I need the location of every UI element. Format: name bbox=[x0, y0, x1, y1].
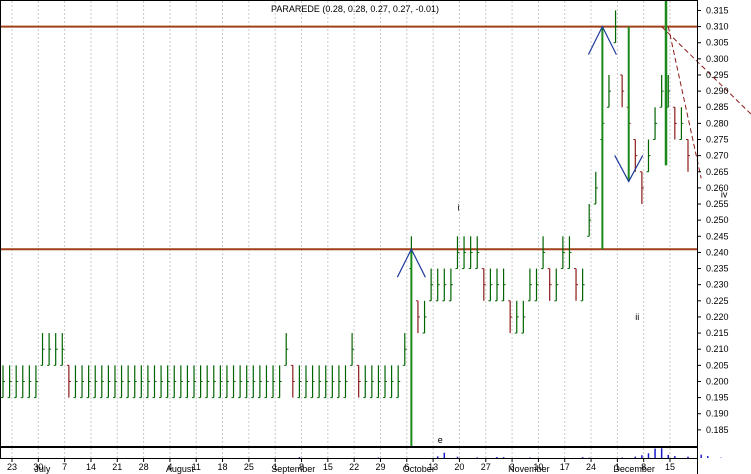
month-label: September bbox=[271, 464, 315, 474]
arrow-up-left-head bbox=[396, 247, 426, 278]
y-tick-label: 0.200 bbox=[706, 376, 729, 386]
x-tick-label: 1 bbox=[273, 462, 278, 472]
month-label: November bbox=[508, 464, 550, 474]
y-tick-label: 0.270 bbox=[706, 151, 729, 161]
x-tick-label: 13 bbox=[428, 462, 438, 472]
x-tick-label: 24 bbox=[586, 462, 596, 472]
wave-label: e bbox=[438, 435, 443, 445]
y-tick-label: 0.185 bbox=[706, 425, 729, 435]
y-tick-label: 0.195 bbox=[706, 393, 729, 403]
chart-title: PARAREDE (0.28, 0.28, 0.27, 0.27, -0.01) bbox=[271, 4, 439, 14]
y-tick-label: 0.275 bbox=[706, 135, 729, 145]
y-tick-label: 0.255 bbox=[706, 199, 729, 209]
x-tick-label: 1 bbox=[615, 462, 620, 472]
y-tick-label: 0.315 bbox=[706, 5, 729, 15]
x-tick-label: 22 bbox=[349, 462, 359, 472]
y-tick-label: 0.260 bbox=[706, 183, 729, 193]
x-tick-label: 15 bbox=[323, 462, 333, 472]
y-tick-label: 0.290 bbox=[706, 86, 729, 96]
y-tick-label: 0.240 bbox=[706, 247, 729, 257]
axes: 0.185 0.190 0.195 0.200 0.205 0.210 0.215 0.220… bbox=[0, 0, 729, 474]
x-tick-label: 28 bbox=[139, 462, 149, 472]
y-tick-label: 0.280 bbox=[706, 118, 729, 128]
x-tick-label: 17 bbox=[560, 462, 570, 472]
price-panel-frame bbox=[0, 0, 698, 447]
wave-label: ii bbox=[635, 312, 639, 322]
x-tick-label: 29 bbox=[375, 462, 385, 472]
x-tick-label: 11 bbox=[192, 462, 201, 472]
arrow-up-right-head bbox=[587, 25, 617, 55]
x-tick-label: 21 bbox=[112, 462, 122, 472]
wave-label: iv bbox=[721, 190, 728, 200]
x-tick-label: 4 bbox=[167, 462, 172, 472]
month-label: December bbox=[613, 464, 655, 474]
x-tick-label: 18 bbox=[218, 462, 228, 472]
x-tick-label: 23 bbox=[7, 462, 17, 472]
x-tick-label: 6 bbox=[404, 462, 409, 472]
x-tick-label: 7 bbox=[62, 462, 67, 472]
arrow-down-head bbox=[614, 155, 644, 183]
x-tick-label: 3 bbox=[510, 462, 515, 472]
x-tick-label: 20 bbox=[454, 462, 464, 472]
y-tick-label: 0.285 bbox=[706, 102, 729, 112]
x-tick-label: 25 bbox=[244, 462, 254, 472]
y-tick-label: 0.215 bbox=[706, 328, 729, 338]
month-label: October bbox=[403, 464, 435, 474]
y-tick-label: 0.305 bbox=[706, 38, 729, 48]
y-tick-label: 0.250 bbox=[706, 215, 729, 225]
support-resistance-lines bbox=[0, 25, 697, 251]
x-tick-label: 15 bbox=[665, 462, 675, 472]
y-tick-label: 0.300 bbox=[706, 54, 729, 64]
trend-line-2 bbox=[667, 26, 702, 179]
volume-panel-frame bbox=[0, 447, 698, 459]
x-tick-label: 10 bbox=[533, 462, 543, 472]
y-tick-label: 0.205 bbox=[706, 360, 729, 370]
y-tick-label: 0.265 bbox=[706, 167, 729, 177]
y-tick-label: 0.225 bbox=[706, 296, 729, 306]
y-tick-label: 0.310 bbox=[706, 22, 729, 32]
volume-bars bbox=[298, 448, 722, 458]
price-bars bbox=[1, 10, 690, 399]
y-tick-label: 0.220 bbox=[706, 312, 729, 322]
x-tick-label: 27 bbox=[481, 462, 491, 472]
trend-line bbox=[661, 26, 751, 115]
x-tick-label: 8 bbox=[641, 462, 646, 472]
y-tick-label: 0.210 bbox=[706, 344, 729, 354]
y-tick-label: 0.230 bbox=[706, 280, 729, 290]
wave-label: i bbox=[457, 202, 459, 212]
y-tick-label: 0.235 bbox=[706, 264, 729, 274]
y-tick-label: 0.245 bbox=[706, 231, 729, 241]
month-label: July bbox=[34, 464, 51, 474]
month-label: August bbox=[166, 464, 195, 474]
x-tick-label: 8 bbox=[299, 462, 304, 472]
x-tick-label: 30 bbox=[33, 462, 43, 472]
y-tick-label: 0.295 bbox=[706, 70, 729, 80]
gridlines bbox=[11, 1, 671, 458]
y-tick-label: 0.190 bbox=[706, 409, 729, 419]
x-tick-label: 14 bbox=[86, 462, 96, 472]
